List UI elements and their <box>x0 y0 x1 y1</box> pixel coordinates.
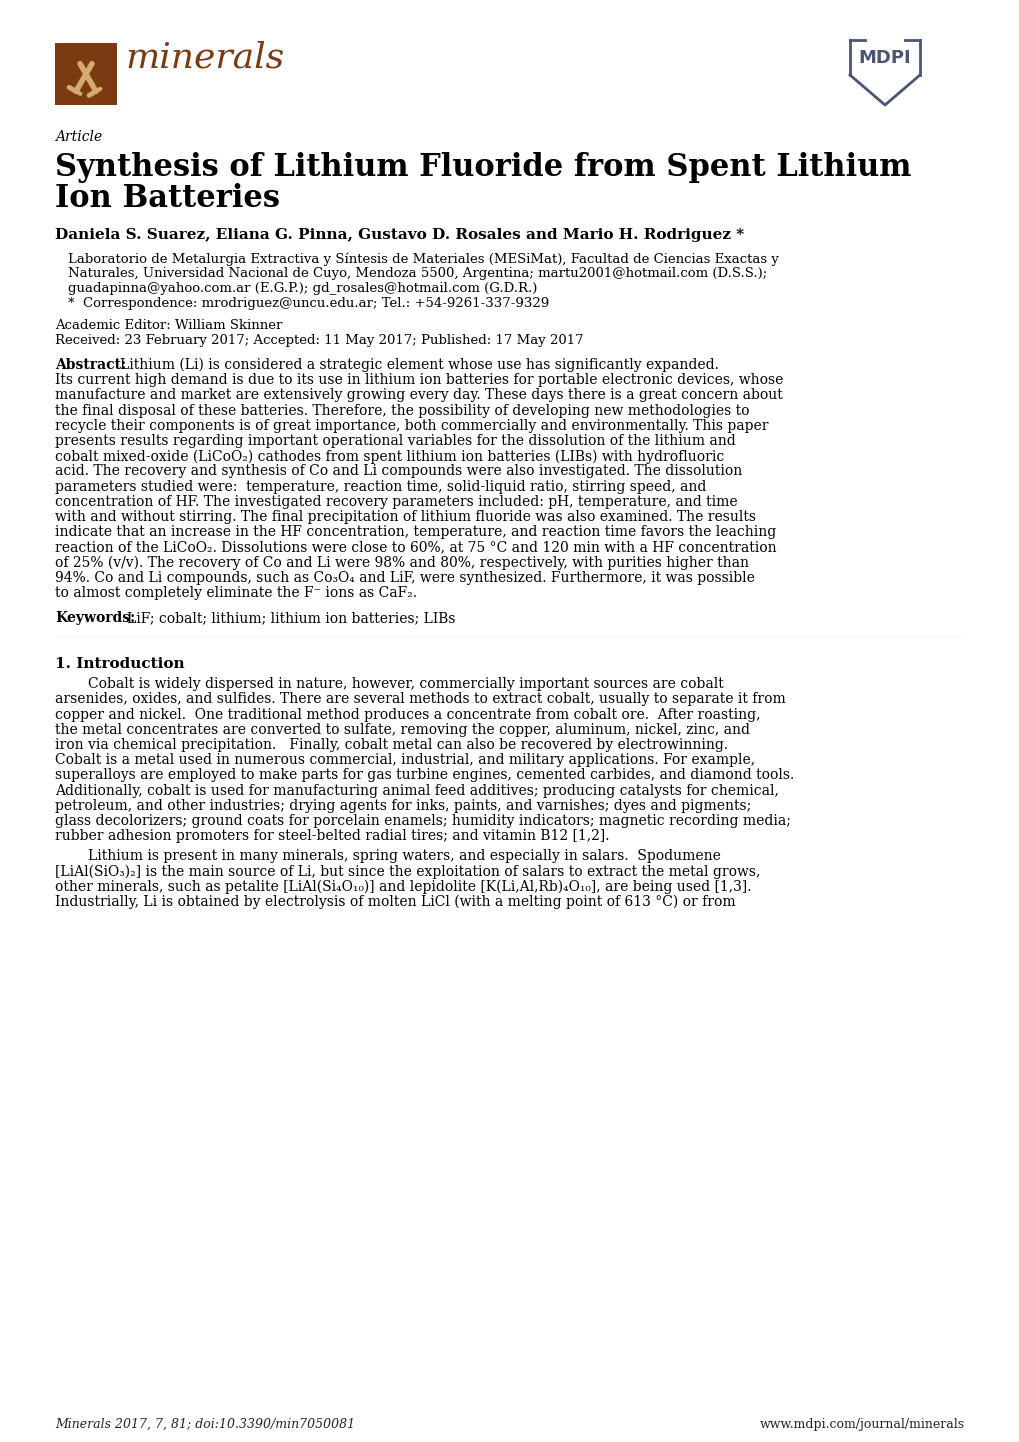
Text: Naturales, Universidad Nacional de Cuyo, Mendoza 5500, Argentina; martu2001@hotm: Naturales, Universidad Nacional de Cuyo,… <box>68 267 766 280</box>
Text: 1. Introduction: 1. Introduction <box>55 658 184 671</box>
Text: [LiAl(SiO₃)₂] is the main source of Li, but since the exploitation of salars to : [LiAl(SiO₃)₂] is the main source of Li, … <box>55 865 759 880</box>
Text: Additionally, cobalt is used for manufacturing animal feed additives; producing : Additionally, cobalt is used for manufac… <box>55 783 779 797</box>
Text: superalloys are employed to make parts for gas turbine engines, cemented carbide: superalloys are employed to make parts f… <box>55 769 794 783</box>
Text: *  Correspondence: mrodriguez@uncu.edu.ar; Tel.: +54-9261-337-9329: * Correspondence: mrodriguez@uncu.edu.ar… <box>68 297 548 310</box>
Text: Lithium is present in many minerals, spring waters, and especially in salars.  S: Lithium is present in many minerals, spr… <box>88 849 720 864</box>
Text: LiF; cobalt; lithium; lithium ion batteries; LIBs: LiF; cobalt; lithium; lithium ion batter… <box>127 611 455 626</box>
Text: with and without stirring. The final precipitation of lithium fluoride was also : with and without stirring. The final pre… <box>55 510 755 523</box>
Text: glass decolorizers; ground coats for porcelain enamels; humidity indicators; mag: glass decolorizers; ground coats for por… <box>55 813 790 828</box>
Text: petroleum, and other industries; drying agents for inks, paints, and varnishes; : petroleum, and other industries; drying … <box>55 799 751 813</box>
Text: Synthesis of Lithium Fluoride from Spent Lithium: Synthesis of Lithium Fluoride from Spent… <box>55 151 911 183</box>
Text: reaction of the LiCoO₂. Dissolutions were close to 60%, at 75 °C and 120 min wit: reaction of the LiCoO₂. Dissolutions wer… <box>55 541 775 554</box>
Text: Daniela S. Suarez, Eliana G. Pinna, Gustavo D. Rosales and Mario H. Rodriguez *: Daniela S. Suarez, Eliana G. Pinna, Gust… <box>55 228 744 242</box>
Text: guadapinna@yahoo.com.ar (E.G.P.); gd_rosales@hotmail.com (G.D.R.): guadapinna@yahoo.com.ar (E.G.P.); gd_ros… <box>68 283 537 296</box>
Text: copper and nickel.  One traditional method produces a concentrate from cobalt or: copper and nickel. One traditional metho… <box>55 708 760 721</box>
Text: Its current high demand is due to its use in lithium ion batteries for portable : Its current high demand is due to its us… <box>55 373 783 388</box>
Text: Cobalt is a metal used in numerous commercial, industrial, and military applicat: Cobalt is a metal used in numerous comme… <box>55 753 754 767</box>
Text: recycle their components is of great importance, both commercially and environme: recycle their components is of great imp… <box>55 418 767 433</box>
Text: Received: 23 February 2017; Accepted: 11 May 2017; Published: 17 May 2017: Received: 23 February 2017; Accepted: 11… <box>55 335 583 348</box>
Text: MDPI: MDPI <box>858 49 910 66</box>
Text: Ion Batteries: Ion Batteries <box>55 183 280 213</box>
Text: to almost completely eliminate the F⁻ ions as CaF₂.: to almost completely eliminate the F⁻ io… <box>55 585 417 600</box>
Text: Keywords:: Keywords: <box>55 611 136 626</box>
Text: of 25% (v/v). The recovery of Co and Li were 98% and 80%, respectively, with pur: of 25% (v/v). The recovery of Co and Li … <box>55 555 748 570</box>
Text: parameters studied were:  temperature, reaction time, solid-liquid ratio, stirri: parameters studied were: temperature, re… <box>55 480 706 493</box>
Text: rubber adhesion promoters for steel-belted radial tires; and vitamin B12 [1,2].: rubber adhesion promoters for steel-belt… <box>55 829 609 844</box>
Text: Abstract:: Abstract: <box>55 358 126 372</box>
Text: indicate that an increase in the HF concentration, temperature, and reaction tim: indicate that an increase in the HF conc… <box>55 525 775 539</box>
Text: Laboratorio de Metalurgia Extractiva y Síntesis de Materiales (MESiMat), Faculta: Laboratorio de Metalurgia Extractiva y S… <box>68 252 779 265</box>
Text: Lithium (Li) is considered a strategic element whose use has significantly expan: Lithium (Li) is considered a strategic e… <box>120 358 718 372</box>
Text: other minerals, such as petalite [LiAl(Si₄O₁₀)] and lepidolite [K(Li,Al,Rb)₄O₁₀]: other minerals, such as petalite [LiAl(S… <box>55 880 751 894</box>
Text: arsenides, oxides, and sulfides. There are several methods to extract cobalt, us: arsenides, oxides, and sulfides. There a… <box>55 692 785 707</box>
FancyBboxPatch shape <box>55 43 117 105</box>
Text: concentration of HF. The investigated recovery parameters included: pH, temperat: concentration of HF. The investigated re… <box>55 495 737 509</box>
Text: Minerals 2017, 7, 81; doi:10.3390/min7050081: Minerals 2017, 7, 81; doi:10.3390/min705… <box>55 1417 355 1430</box>
Text: Academic Editor: William Skinner: Academic Editor: William Skinner <box>55 319 282 332</box>
Text: Cobalt is widely dispersed in nature, however, commercially important sources ar: Cobalt is widely dispersed in nature, ho… <box>88 678 723 691</box>
Text: iron via chemical precipitation.   Finally, cobalt metal can also be recovered b: iron via chemical precipitation. Finally… <box>55 738 728 751</box>
Text: manufacture and market are extensively growing every day. These days there is a : manufacture and market are extensively g… <box>55 388 782 402</box>
Text: acid. The recovery and synthesis of Co and Li compounds were also investigated. : acid. The recovery and synthesis of Co a… <box>55 464 742 479</box>
Text: 94%. Co and Li compounds, such as Co₃O₄ and LiF, were synthesized. Furthermore, : 94%. Co and Li compounds, such as Co₃O₄ … <box>55 571 754 585</box>
Text: presents results regarding important operational variables for the dissolution o: presents results regarding important ope… <box>55 434 735 448</box>
Text: the metal concentrates are converted to sulfate, removing the copper, aluminum, : the metal concentrates are converted to … <box>55 722 749 737</box>
Text: Article: Article <box>55 130 102 144</box>
Text: the final disposal of these batteries. Therefore, the possibility of developing : the final disposal of these batteries. T… <box>55 404 749 418</box>
Text: cobalt mixed-oxide (LiCoO₂) cathodes from spent lithium ion batteries (LIBs) wit: cobalt mixed-oxide (LiCoO₂) cathodes fro… <box>55 450 723 463</box>
Text: minerals: minerals <box>125 40 284 75</box>
Text: www.mdpi.com/journal/minerals: www.mdpi.com/journal/minerals <box>759 1417 964 1430</box>
Text: Industrially, Li is obtained by electrolysis of molten LiCl (with a melting poin: Industrially, Li is obtained by electrol… <box>55 895 735 910</box>
